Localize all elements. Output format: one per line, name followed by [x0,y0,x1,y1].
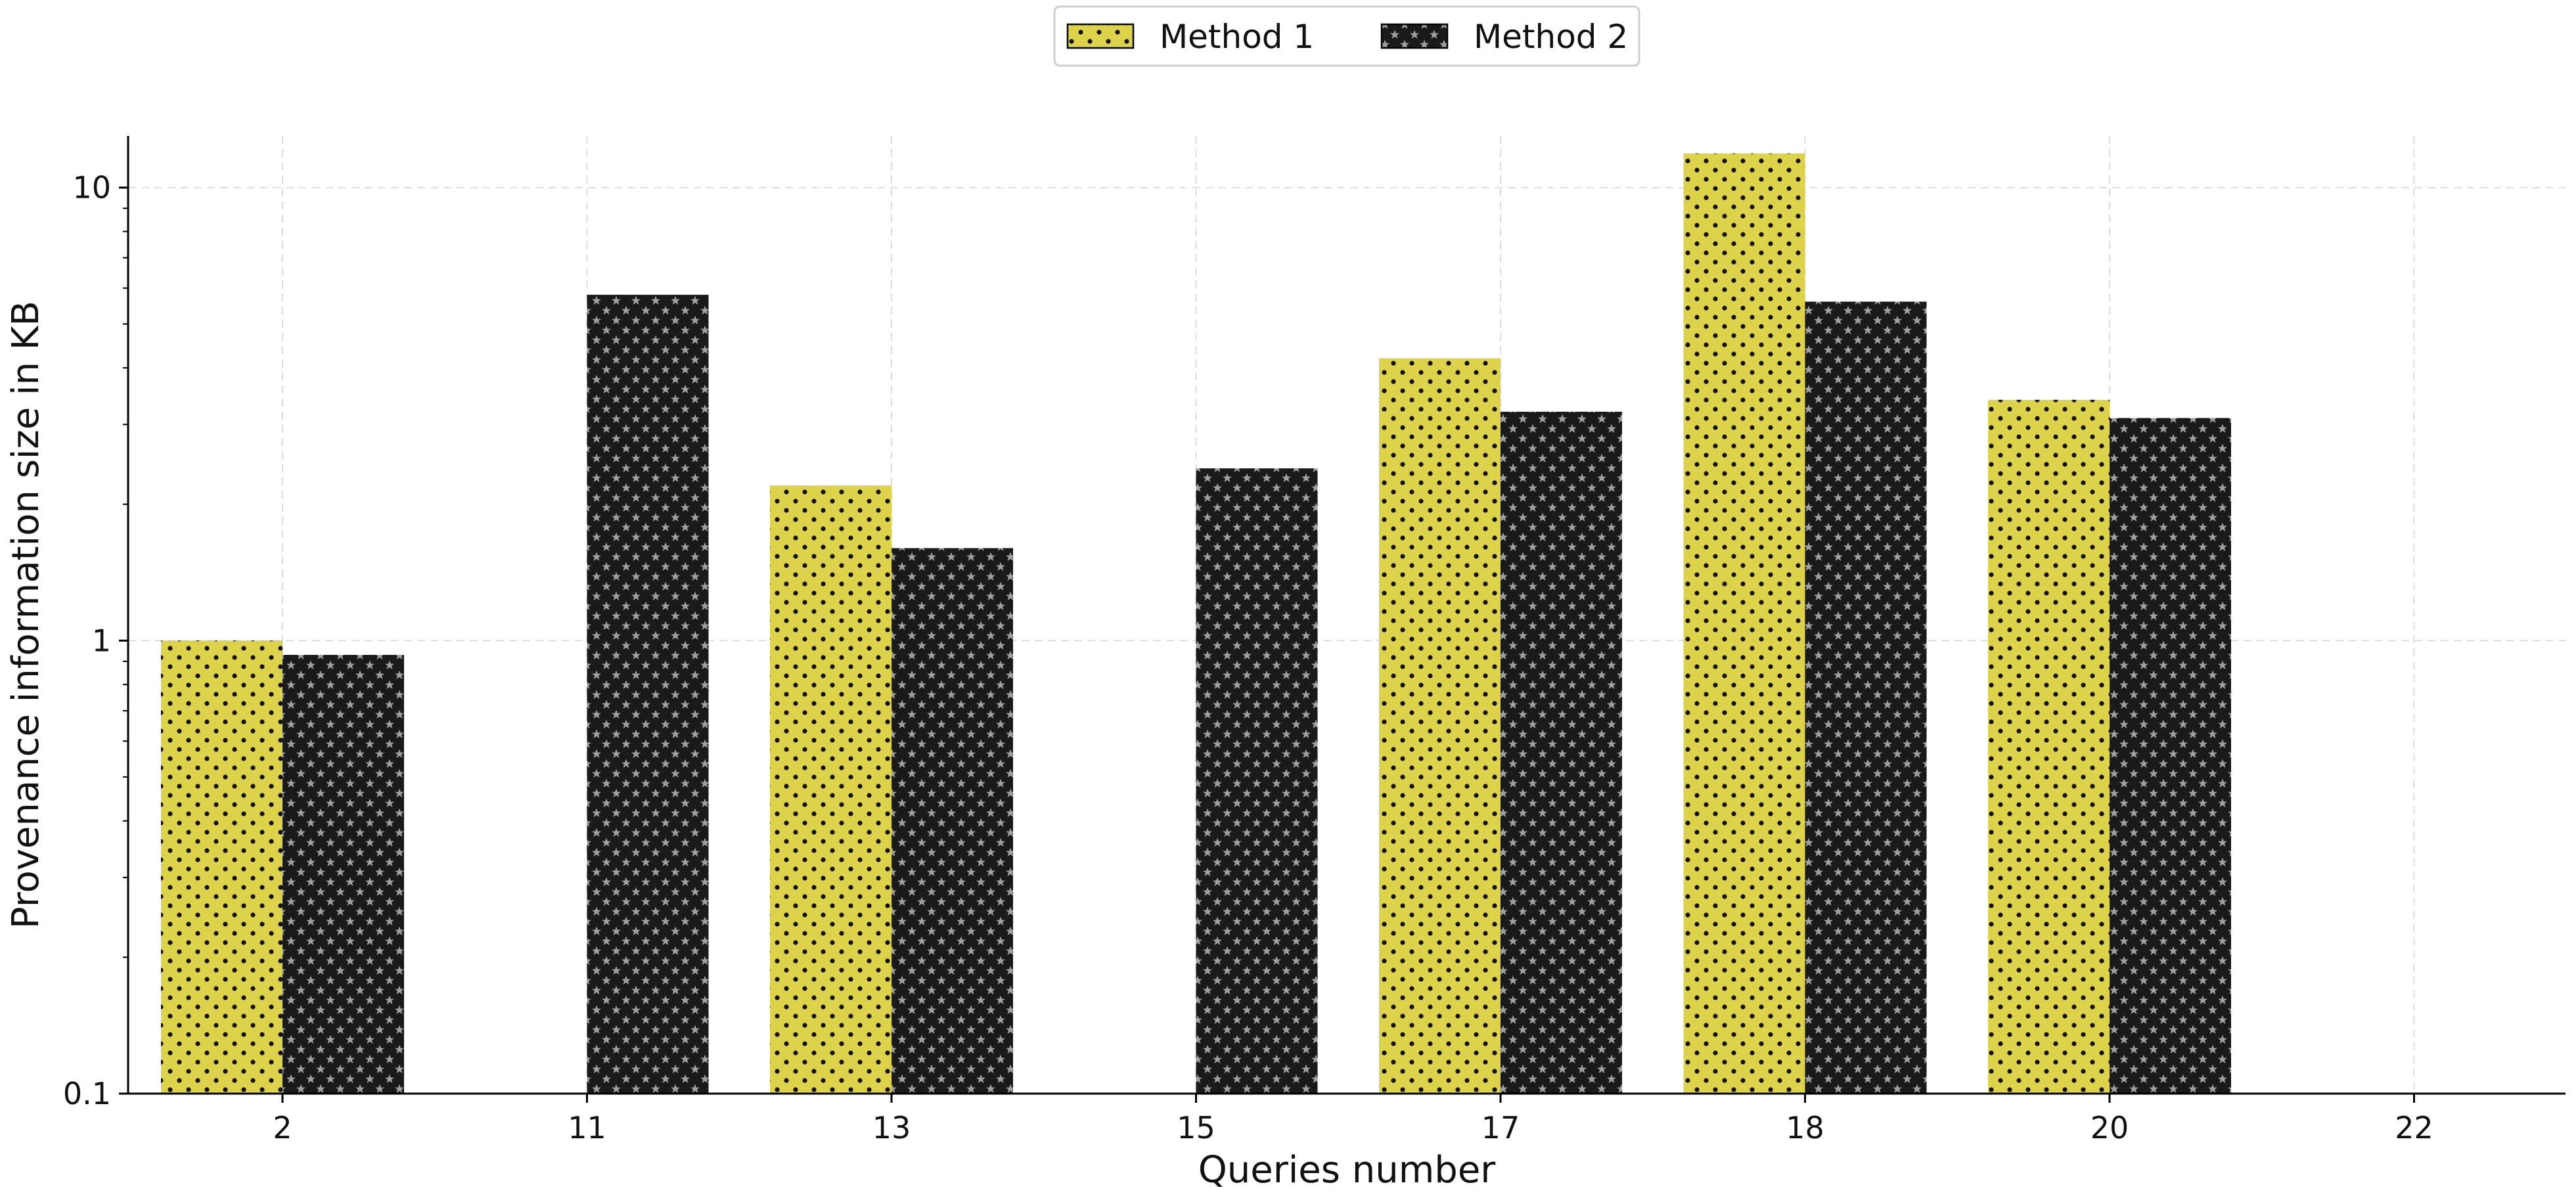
axes [127,136,2565,1095]
bar-method-1-q13 [770,485,892,1094]
legend: Method 1 Method 2 [1053,5,1640,67]
bar-method-1-q17 [1379,358,1501,1094]
bar-method-1-q20 [1988,399,2110,1094]
x-tick-label: 17 [1481,1110,1520,1146]
x-tick-label: 11 [568,1110,606,1146]
y-axis-label: Provenance information size in KB [5,301,47,929]
legend-label-method-1: Method 1 [1160,18,1314,56]
legend-swatch-method-2 [1380,23,1449,49]
x-tick-label: 20 [2090,1110,2129,1146]
bars [161,153,2231,1094]
y-tick-label: 1 [92,623,111,658]
bar-method-2-q20 [2110,418,2231,1094]
bar-method-2-q17 [1501,411,1622,1094]
x-tick-label: 22 [2395,1110,2433,1146]
legend-frame [1053,5,1640,67]
bar-method-1-q2 [161,640,282,1094]
bar-method-1-q18 [1683,153,1805,1094]
legend-swatch-method-1 [1066,23,1135,49]
bar-method-2-q11 [587,294,709,1094]
bar-method-2-q18 [1805,301,1927,1094]
x-tick-label: 13 [872,1110,911,1146]
x-axis-label: Queries number [1198,1149,1497,1191]
legend-label-method-2: Method 2 [1474,18,1628,56]
y-tick-label: 0.1 [63,1076,111,1111]
bar-method-2-q13 [892,548,1013,1094]
x-tick-label: 15 [1177,1110,1215,1146]
y-tick-label: 10 [72,170,111,206]
ticks: 2 11 13 15 17 18 20 22 0.1 1 10 [63,170,2433,1146]
x-tick-label: 2 [273,1110,292,1146]
x-tick-label: 18 [1786,1110,1824,1146]
bar-method-2-q2 [282,655,404,1094]
bar-method-2-q15 [1196,468,1318,1094]
